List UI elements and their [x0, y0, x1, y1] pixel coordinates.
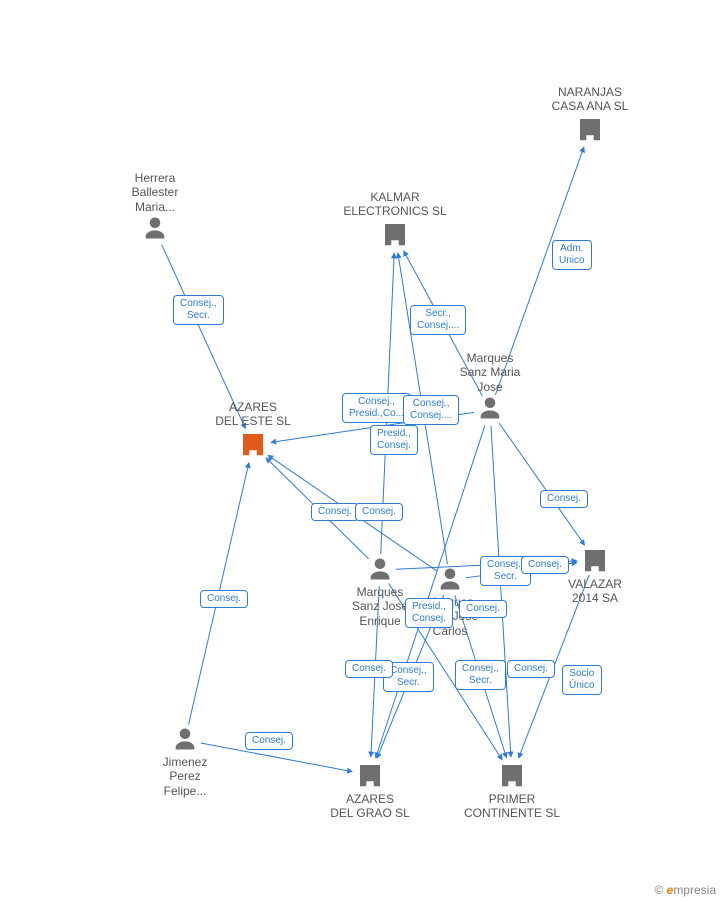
node-label: JimenezPerezFelipe...: [130, 755, 240, 798]
person-icon: [436, 565, 464, 593]
edge-label: Consej.: [245, 732, 293, 750]
person-icon: [366, 555, 394, 583]
node-jimenez[interactable]: JimenezPerezFelipe...: [130, 725, 240, 798]
node-naranjas[interactable]: NARANJASCASA ANA SL: [535, 83, 645, 144]
node-azares_este[interactable]: AZARESDEL ESTE SL: [198, 398, 308, 459]
edge-label: Consej.,Consej....: [403, 395, 459, 425]
node-primer[interactable]: PRIMERCONTINENTE SL: [457, 760, 567, 821]
edge-label: Consej.: [311, 503, 359, 521]
building-icon: [238, 429, 268, 459]
edge-label: Consej.: [521, 556, 569, 574]
diagram-canvas: HerreraBallesterMaria... KALMARELECTRONIC…: [0, 0, 728, 905]
edge-label: Consej.: [459, 600, 507, 618]
edge-label: Consej.: [345, 660, 393, 678]
building-icon: [380, 219, 410, 249]
node-label: HerreraBallesterMaria...: [100, 171, 210, 214]
edge-line: [499, 423, 585, 545]
node-herrera[interactable]: HerreraBallesterMaria...: [100, 169, 210, 242]
node-kalmar[interactable]: KALMARELECTRONICS SL: [340, 188, 450, 249]
person-icon: [141, 214, 169, 242]
edge-label: Presid.,Consej.: [405, 598, 453, 628]
brand-rest: mpresia: [673, 883, 716, 897]
edge-label: Consej.,Secr.: [173, 295, 224, 325]
node-valazar[interactable]: VALAZAR2014 SA: [540, 545, 650, 606]
building-icon: [497, 760, 527, 790]
node-label: KALMARELECTRONICS SL: [340, 190, 450, 219]
copyright-symbol: ©: [654, 883, 663, 897]
edge-label: Adm.Unico: [552, 240, 592, 270]
node-label: NARANJASCASA ANA SL: [535, 85, 645, 114]
edge-label: Consej.,Secr.: [455, 660, 506, 690]
footer-attribution: © empresia: [654, 883, 716, 897]
node-azares_grao[interactable]: AZARESDEL GRAO SL: [315, 760, 425, 821]
edge-label: Consej.: [200, 590, 248, 608]
edge-label: Consej.,Presid.,Co...: [342, 393, 411, 423]
node-label: AZARESDEL ESTE SL: [198, 400, 308, 429]
edge-label: Consej.: [540, 490, 588, 508]
edge-label: Consej.: [355, 503, 403, 521]
node-label: PRIMERCONTINENTE SL: [457, 792, 567, 821]
node-label: VALAZAR2014 SA: [540, 577, 650, 606]
edge-label: Presid.,Consej.: [370, 425, 418, 455]
building-icon: [580, 545, 610, 575]
node-label: AZARESDEL GRAO SL: [315, 792, 425, 821]
person-icon: [476, 394, 504, 422]
building-icon: [575, 114, 605, 144]
person-icon: [171, 725, 199, 753]
edge-label: SocioÚnico: [562, 665, 602, 695]
node-label: MarquesSanz MariaJose: [435, 351, 545, 394]
edge-label: Secr.,Consej....: [410, 305, 466, 335]
building-icon: [355, 760, 385, 790]
edge-label: Consej.: [507, 660, 555, 678]
